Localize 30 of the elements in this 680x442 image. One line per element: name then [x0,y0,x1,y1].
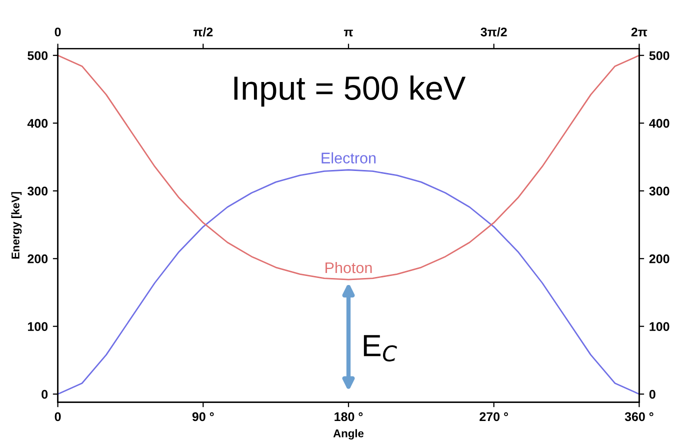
y-tick-label: 100 [28,322,48,332]
x-tick-label: 180 ° [334,412,363,422]
y2-tick-label: 400 [649,118,670,128]
y-tick-label: 400 [27,118,48,128]
y2-tick-label: 0 [649,390,656,399]
y-tick-label: 0 [42,390,48,399]
line-series [58,169,640,395]
x-tick-label: 90 ° [192,412,214,422]
x2-tick-label: π [344,30,353,36]
x2-tick-label: π/2 [193,27,213,37]
annotation: Input = 500 keV [234,76,466,107]
y2-tick-label: 500 [649,51,670,60]
x-tick-label: 270 ° [480,412,508,422]
annotation: E$_{C}$ [364,335,397,362]
x-tick-label: 360 ° [624,412,654,422]
line-series [58,54,640,280]
x-tick-label: 0 [54,412,61,422]
y-tick-label: 300 [28,186,48,196]
series-label: Photon [326,262,372,274]
x2-tick-label: 0 [54,28,61,36]
y-tick-label: 200 [28,254,48,264]
x-axis-title: Angle [333,429,364,440]
y2-tick-label: 200 [649,254,670,264]
series-label: Electron [322,152,376,164]
y2-tick-label: 100 [650,322,670,332]
x2-tick-label: 3π/2 [480,27,507,37]
y-axis-title: Energy [keV] [11,192,22,259]
y2-tick-label: 300 [649,186,670,196]
x2-tick-label: 2π [631,28,648,36]
y-tick-label: 500 [28,51,48,60]
